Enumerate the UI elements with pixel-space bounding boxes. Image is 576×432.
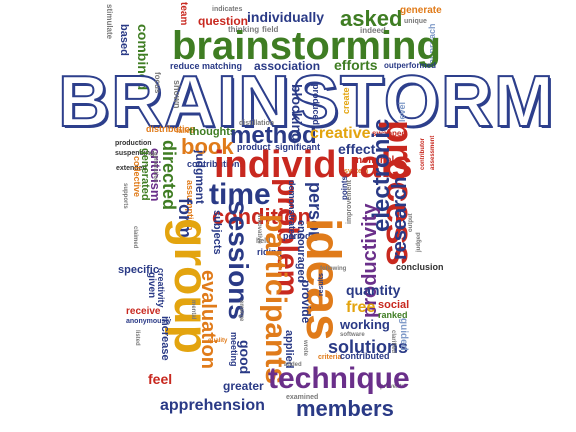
word-efforts: efforts <box>334 57 378 73</box>
word-contributor: contributor <box>420 138 426 170</box>
word-research: research <box>389 176 411 260</box>
word-anonymously: anonymously <box>126 318 172 325</box>
word-distribution: distribution <box>146 124 196 134</box>
word-creative: creative <box>310 125 371 142</box>
word-emerge: emerge <box>238 300 244 322</box>
word-failed: failed <box>176 128 195 135</box>
word-added: added <box>284 362 302 368</box>
word-brainstorming: brainstorming <box>172 24 441 68</box>
word-contributed: contributed <box>340 351 390 361</box>
word-outperformed: outperformed <box>384 61 436 70</box>
word-book: book <box>181 134 234 159</box>
word-system: system <box>344 168 369 175</box>
word-focus: focus <box>153 72 162 94</box>
word-technique: technique <box>268 362 410 395</box>
word-individually: individually <box>247 9 325 25</box>
word-asked: asked <box>340 6 403 31</box>
word-prevents: prevents <box>380 384 406 390</box>
word-production: production <box>115 140 152 147</box>
word-members: members <box>296 396 394 421</box>
word-quantity: quantity <box>346 282 401 298</box>
word-creativity: creativity <box>156 268 166 308</box>
word-guided: guided <box>398 318 409 351</box>
word-assessment: assessment <box>430 135 436 170</box>
word-wrote: wrote <box>302 340 308 357</box>
word-listed: listed <box>134 330 140 346</box>
word-association: association <box>254 59 321 73</box>
word-solutions: solutions <box>328 337 408 357</box>
word-specific: specific <box>118 264 159 276</box>
word-distillation: distillation <box>239 120 274 127</box>
word-ranked: ranked <box>378 310 408 320</box>
word-field: field <box>262 25 279 34</box>
word-feel: feel <box>148 371 173 387</box>
word-individuals: individuals <box>214 144 413 186</box>
word-reduce-matching: reduce matching <box>170 61 243 71</box>
word-team: team <box>178 2 189 26</box>
word-good: good <box>237 340 253 375</box>
word-generate: generate <box>400 5 442 16</box>
word-extended: extended <box>116 165 147 172</box>
word-produced: produced <box>311 84 321 126</box>
word-product: product <box>237 142 271 152</box>
word-significant: significant <box>275 142 321 152</box>
word-contributions: contributions <box>187 159 245 169</box>
word-suspending: suspending <box>115 150 155 157</box>
word-social: social <box>378 299 410 311</box>
word-quality: quality <box>208 338 228 344</box>
word-shown: shown <box>172 80 182 109</box>
word-supports: supports <box>122 183 128 209</box>
word-output: output <box>408 213 414 232</box>
word-question: question <box>198 14 248 28</box>
word-riding: riding <box>257 247 282 257</box>
word-time: time <box>209 178 271 211</box>
word-stimulate: stimulate <box>105 4 114 40</box>
word-subjects: subjects <box>211 210 223 255</box>
word-provide: provide <box>299 280 313 324</box>
word-apprehension: apprehension <box>160 397 265 414</box>
word-greater: greater <box>223 379 264 393</box>
word-evaluation: evaluation <box>197 270 219 369</box>
word-software: software <box>340 332 365 338</box>
word-collective: collective <box>132 156 142 198</box>
word-results: results <box>318 273 325 296</box>
word-increase: increase <box>159 316 171 361</box>
word-judged: judged <box>416 232 422 252</box>
word-indeed: indeed <box>360 26 386 35</box>
word-judgment: judgment <box>193 150 207 204</box>
word-method: method <box>230 122 317 149</box>
page-title: BRAINSTORM <box>57 62 555 142</box>
word-unique: unique <box>404 18 427 25</box>
word-receive: receive <box>126 306 161 317</box>
word-following: following <box>320 266 347 272</box>
word-generation: generation <box>152 152 158 183</box>
word-level: level <box>397 101 407 122</box>
word-swapped: swapped <box>372 129 407 138</box>
word-examined: examined <box>286 394 319 401</box>
word-condition: condition <box>212 204 311 229</box>
word-held: held <box>256 238 271 245</box>
word-indicates: indicates <box>212 6 243 13</box>
word-thinking: thinking <box>228 25 260 34</box>
word-given: given <box>146 272 157 299</box>
word-clarified: clarified <box>390 330 396 354</box>
word-thoughts: thoughts <box>189 126 237 138</box>
word-free: free <box>346 299 376 316</box>
word-nominal: nominal <box>356 155 395 166</box>
word-based: based <box>118 24 130 56</box>
word-claimed: claimed <box>132 226 138 249</box>
word-effect: effect <box>338 141 376 157</box>
word-working: working <box>340 317 390 332</box>
word-create: create <box>341 87 351 114</box>
word-conclusion: conclusion <box>396 262 444 272</box>
word-criteria: criteria <box>318 354 342 361</box>
word-mental: mental <box>190 300 196 320</box>
word-period: period <box>283 231 311 241</box>
